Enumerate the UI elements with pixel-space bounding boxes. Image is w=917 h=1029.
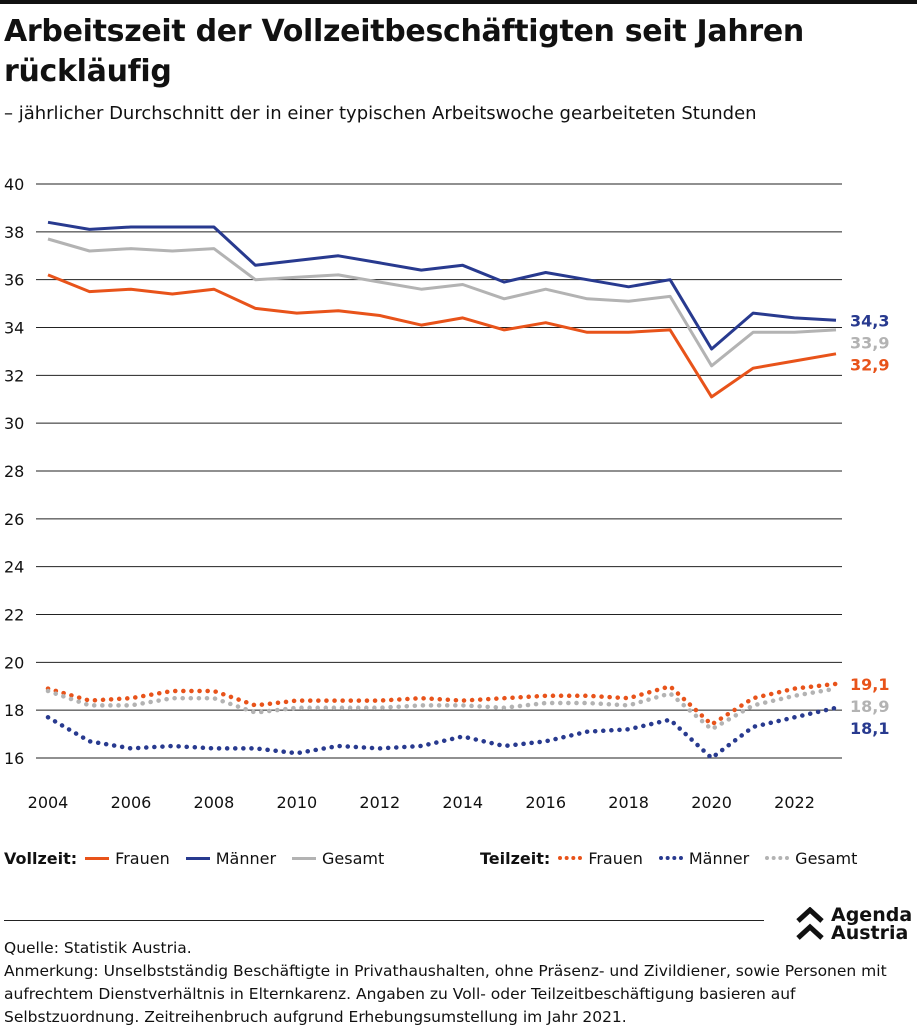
series-line-vollzeit-frauen — [47, 273, 837, 399]
x-tick-label: 2020 — [691, 793, 732, 812]
legend-label-frauen: Frauen — [115, 848, 170, 868]
y-tick-label: 32 — [4, 366, 24, 385]
x-axis-tick-labels: 2004 2006 2008 2010 2012 2014 2016 2018 2020 2022 — [28, 793, 815, 812]
legend-label-maenner: Männer — [215, 848, 277, 868]
legend-item-vollzeit-maenner: Männer — [185, 848, 277, 868]
x-tick-label: 2022 — [774, 793, 815, 812]
legend-item-teilzeit-gesamt: Gesamt — [765, 849, 857, 868]
series-line-teilzeit-maenner — [45, 705, 839, 761]
remark-note: Anmerkung: Unselbstständig Beschäftigte … — [4, 962, 887, 1026]
legend-item-teilzeit-frauen: Frauen — [558, 849, 643, 868]
x-tick-label: 2014 — [442, 793, 483, 812]
y-tick-label: 22 — [4, 606, 24, 625]
legend-swatch-dotted-maenner — [658, 856, 683, 860]
legend-label-gesamt: Gesamt — [322, 848, 385, 868]
y-tick-label: 24 — [4, 558, 24, 577]
source-note: Quelle: Statistik Austria. — [4, 939, 192, 957]
legend-swatch-dotted-gesamt — [765, 856, 790, 860]
legend-label-gesamt: Gesamt — [795, 848, 858, 868]
end-value-label: 32,9 — [850, 355, 889, 374]
series-line-teilzeit-gesamt — [45, 686, 839, 732]
logo-wordmark: Agenda Austria — [831, 904, 913, 944]
series-line-vollzeit-maenner — [47, 220, 837, 351]
logo-line-1: Agenda — [831, 904, 913, 926]
legend-swatch-solid-maenner — [185, 856, 210, 860]
footer-notes: Quelle: Statistik Austria. Anmerkung: Un… — [4, 937, 909, 1029]
x-tick-label: 2016 — [525, 793, 566, 812]
end-value-label: 18,1 — [850, 719, 889, 738]
top-border — [0, 0, 917, 4]
end-value-label: 34,3 — [850, 311, 889, 330]
end-value-labels: 34,3 33,9 32,9 19,1 18,9 18,1 — [850, 311, 889, 738]
legend-item-vollzeit-frauen: Frauen — [85, 849, 170, 868]
legend-swatch-solid-gesamt — [292, 856, 317, 860]
y-tick-label: 28 — [4, 462, 24, 481]
end-value-label: 19,1 — [850, 675, 889, 694]
x-tick-label: 2004 — [28, 793, 69, 812]
footer-divider — [4, 920, 764, 921]
logo-chevron-icon — [796, 907, 824, 940]
legend-teilzeit: Teilzeit: Frauen Männer Gesamt — [480, 846, 873, 870]
end-value-label: 33,9 — [850, 333, 889, 352]
y-tick-label: 34 — [4, 319, 24, 338]
y-tick-label: 16 — [4, 749, 24, 768]
y-axis-tick-labels: 16 18 20 22 24 26 28 30 32 34 36 38 40 — [4, 175, 24, 768]
x-tick-label: 2018 — [608, 793, 649, 812]
y-tick-label: 36 — [4, 271, 24, 290]
legend-item-teilzeit-maenner: Männer — [658, 848, 750, 868]
legend-swatch-dotted-frauen — [558, 856, 583, 860]
x-tick-label: 2010 — [276, 793, 317, 812]
series-lines — [45, 220, 839, 761]
y-tick-label: 38 — [4, 223, 24, 242]
y-tick-label: 26 — [4, 510, 24, 529]
y-tick-label: 20 — [4, 653, 24, 672]
series-line-vollzeit-gesamt — [47, 237, 837, 368]
x-tick-label: 2006 — [111, 793, 152, 812]
y-tick-label: 18 — [4, 701, 24, 720]
legend-vollzeit-heading: Vollzeit: — [4, 848, 78, 868]
legend-swatch-solid-frauen — [85, 856, 110, 860]
x-tick-label: 2012 — [359, 793, 400, 812]
legend-teilzeit-heading: Teilzeit: — [480, 848, 551, 868]
legend-label-frauen: Frauen — [588, 848, 643, 868]
grid-lines — [36, 183, 842, 759]
legend-vollzeit: Vollzeit: Frauen Männer Gesamt — [4, 846, 400, 870]
chart-title: Arbeitszeit der Vollzeitbeschäftigten se… — [4, 14, 804, 89]
x-tick-label: 2008 — [194, 793, 235, 812]
legend-item-vollzeit-gesamt: Gesamt — [292, 849, 384, 868]
agenda-austria-logo: Agenda Austria — [795, 904, 913, 944]
end-value-label: 18,9 — [850, 697, 889, 716]
logo-line-2: Austria — [831, 922, 909, 944]
series-line-teilzeit-frauen — [45, 681, 839, 727]
y-tick-label: 40 — [4, 175, 24, 194]
legend-label-maenner: Männer — [688, 848, 750, 868]
y-tick-label: 30 — [4, 414, 24, 433]
chart-subtitle: – jährlicher Durchschnitt der in einer t… — [4, 103, 757, 124]
